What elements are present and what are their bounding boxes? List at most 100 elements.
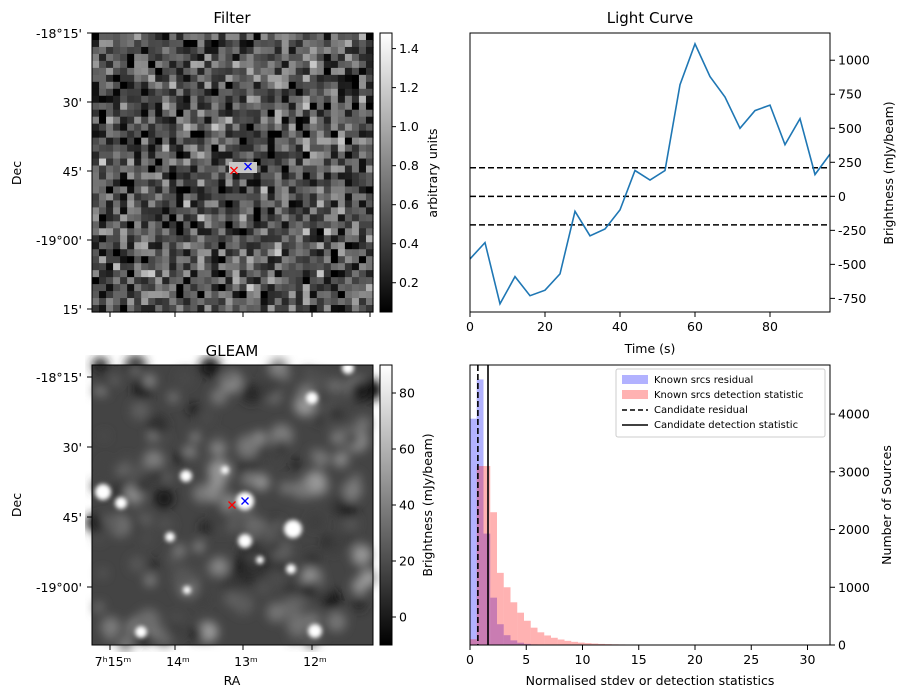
histogram-ytick-label: 1000: [838, 580, 870, 595]
filter-image: [92, 33, 374, 313]
histogram-ytick-label: 3000: [838, 464, 870, 479]
filter-blue-marker: [244, 162, 252, 171]
histogram-bar: [544, 635, 551, 645]
gleam-title: GLEAM: [206, 342, 259, 360]
filter-title: Filter: [213, 9, 251, 27]
filter-colorbar-ticks: 0.2 0.4 0.6 0.8 1.0 1.2 1.4: [392, 41, 419, 290]
filter-ytick-label: 30': [63, 95, 82, 110]
gleam-red-marker: [228, 501, 236, 509]
filter-markers: [230, 162, 252, 175]
colorbar-tick-label: 1.4: [399, 41, 419, 56]
lightcurve-xtick-label: 20: [537, 319, 553, 334]
colorbar-tick-label: 0.6: [399, 197, 419, 212]
legend-swatch-residual: [622, 375, 648, 384]
histogram-bar: [510, 640, 518, 645]
gleam-colorbar-label: Brightness (mJy/beam): [420, 433, 435, 576]
lightcurve-xtick-label: 0: [466, 319, 474, 334]
histogram-xtick-label: 0: [466, 652, 474, 667]
filter-y-ticks: -18°15' 30' 45' -19°00' 15': [36, 26, 92, 317]
histogram-bar: [537, 632, 545, 645]
filter-frame: [91, 32, 374, 313]
histogram-xtick-label: 25: [743, 652, 759, 667]
lightcurve-ticks: 0 20 40 60 80 -750 -500 -250 0 250 500 750 1000: [466, 53, 870, 334]
filter-colorbar-label: arbitrary units: [425, 128, 440, 217]
detection-histogram: [470, 466, 808, 645]
colorbar-tick-label: 0: [399, 610, 407, 625]
histogram-bar: [564, 640, 572, 645]
histogram-bar: [598, 643, 605, 645]
lightcurve-panel: Light Curve 0 20 40 60 80 -750 -500 -250 0 250 500…: [466, 9, 896, 356]
filter-red-marker: [230, 166, 238, 175]
legend-label: Candidate detection statistic: [654, 420, 798, 431]
histogram-bars: [470, 365, 808, 645]
histogram-ytick-label: 0: [838, 638, 846, 653]
histogram-xtick-label: 15: [631, 652, 647, 667]
colorbar-tick-label: 1.0: [399, 119, 419, 134]
histogram-bar: [584, 643, 592, 645]
gleam-panel: GLEAM -18°15' 30' 45' -19°00' 7ʰ15ᵐ 14ᵐ …: [9, 342, 435, 688]
filter-ylabel: Dec: [9, 161, 24, 185]
lightcurve-ytick-label: 500: [838, 121, 862, 136]
gleam-xtick-label: 7ʰ15ᵐ: [95, 654, 132, 669]
lightcurve-xlabel: Time (s): [624, 341, 676, 356]
histogram-frame: [469, 364, 831, 646]
filter-ytick-label: 15': [63, 302, 82, 317]
gleam-y-ticks: -18°15' 30' 45' -19°00': [36, 370, 92, 595]
histogram-bar: [530, 627, 538, 645]
gleam-xtick-label: 13ᵐ: [234, 654, 258, 669]
histogram-bar: [517, 612, 524, 645]
lightcurve-ytick-label: -750: [838, 291, 866, 306]
colorbar-tick-label: 40: [399, 498, 415, 513]
histogram-bar: [591, 643, 599, 645]
histogram-bar: [524, 620, 531, 645]
filter-source-highlight: [229, 162, 257, 173]
gleam-ytick-label: 45': [63, 510, 82, 525]
histogram-bar: [470, 639, 477, 645]
gleam-xtick-label: 12ᵐ: [303, 654, 327, 669]
lightcurve-ytick-label: -500: [838, 257, 866, 272]
gleam-xtick-label: 14ᵐ: [166, 654, 190, 669]
histogram-legend: Known srcs residual Known srcs detection…: [615, 368, 826, 438]
filter-colorbar: [379, 32, 393, 313]
histogram-xtick-label: 5: [522, 652, 530, 667]
lightcurve-series-line: [470, 41, 830, 306]
lightcurve-plot: [470, 41, 830, 306]
lightcurve-frame: [469, 32, 831, 313]
histogram-bar: [497, 624, 504, 645]
histogram-ytick-label: 4000: [838, 407, 870, 422]
histogram-bar: [490, 512, 497, 645]
gleam-blue-marker: [241, 497, 249, 505]
legend-label: Known srcs detection statistic: [654, 390, 803, 401]
histogram-bar: [476, 466, 484, 645]
histogram-bar: [497, 572, 504, 645]
gleam-ytick-label: -19°00': [36, 580, 82, 595]
histogram-bar: [510, 602, 518, 645]
histogram-bar: [503, 635, 511, 645]
gleam-noise: [85, 355, 383, 652]
histogram-xtick-label: 30: [800, 652, 816, 667]
histogram-bar: [557, 639, 565, 645]
lightcurve-ytick-label: 0: [838, 189, 846, 204]
gleam-x-ticks: 7ʰ15ᵐ 14ᵐ 13ᵐ 12ᵐ: [95, 645, 327, 669]
colorbar-tick-label: 20: [399, 554, 415, 569]
lightcurve-ytick-label: -250: [838, 223, 866, 238]
gleam-ylabel: Dec: [9, 493, 24, 517]
gleam-xlabel: RA: [224, 673, 241, 688]
legend-box: [615, 368, 826, 438]
lightcurve-ytick-label: 750: [838, 87, 862, 102]
filter-ytick-label: -19°00': [36, 233, 82, 248]
histogram-bar: [571, 641, 578, 645]
filter-panel: Filter -18°15' 30' 45' -19°00' 15' Dec 0…: [9, 9, 440, 317]
colorbar-tick-label: 1.2: [399, 80, 419, 95]
histogram-bar: [490, 597, 497, 645]
colorbar-tick-label: 60: [399, 442, 415, 457]
gleam-ytick-label: -18°15': [36, 370, 82, 385]
colorbar-tick-label: 80: [399, 386, 415, 401]
legend-label: Candidate residual: [654, 405, 748, 416]
colorbar-tick-label: 0.4: [399, 236, 419, 251]
colorbar-tick-label: 0.8: [399, 158, 419, 173]
lightcurve-xtick-label: 60: [687, 319, 703, 334]
histogram-bar: [470, 418, 477, 645]
gleam-sources: [95, 362, 354, 638]
